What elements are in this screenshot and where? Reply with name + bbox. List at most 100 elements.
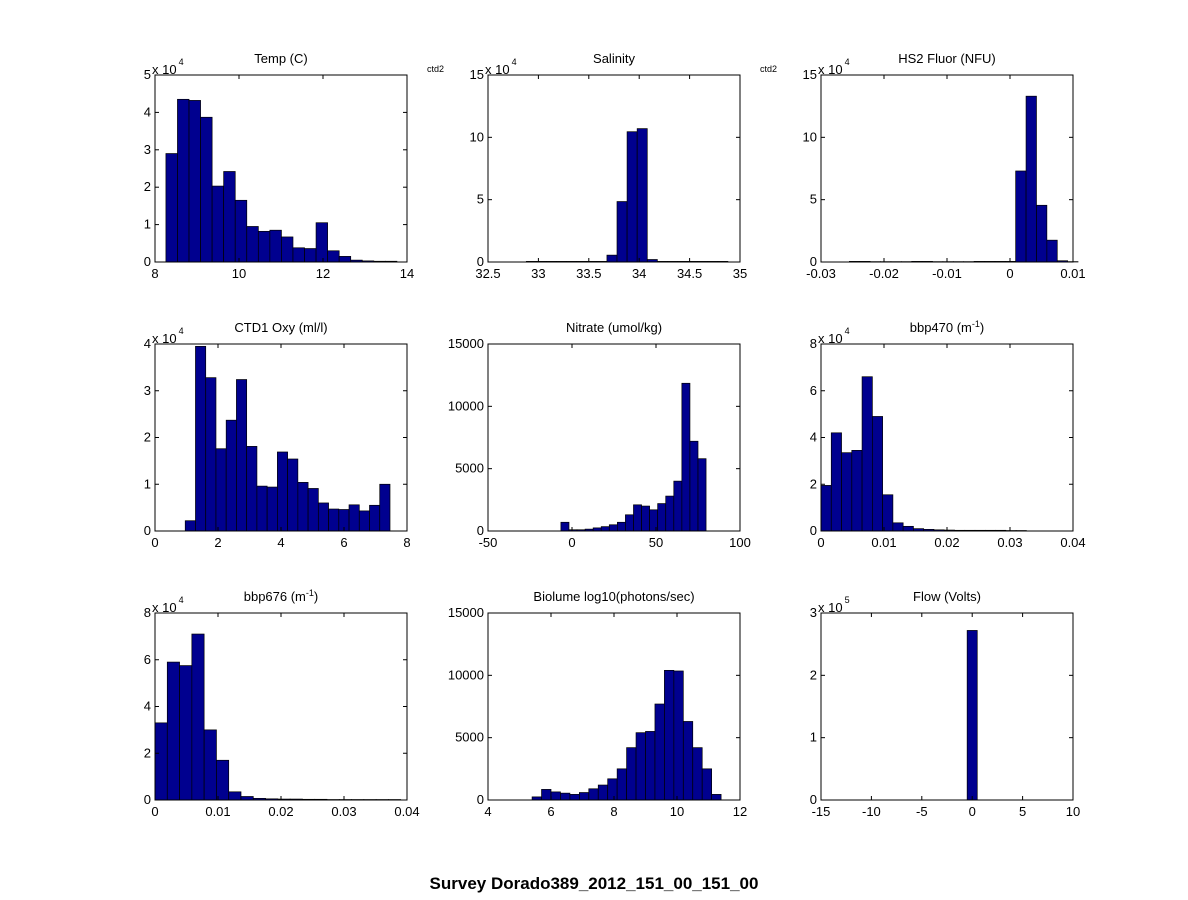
y-exponent-base: x 10 — [818, 331, 843, 346]
histogram-bar — [606, 254, 618, 263]
x-tick-label: -15 — [812, 804, 831, 819]
x-tick-label: 8 — [403, 535, 410, 550]
y-tick-label: 8 — [810, 336, 817, 351]
y-exponent-base: x 10 — [818, 62, 843, 77]
histogram-bar — [379, 483, 391, 532]
histogram-bar — [578, 792, 590, 801]
subplot-title: HS2 Fluor (NFU) — [898, 51, 996, 66]
x-tick-label: 12 — [733, 804, 747, 819]
y-exponent-power: 4 — [845, 57, 850, 67]
histogram-bar — [269, 229, 282, 263]
histogram-bar — [292, 247, 305, 263]
histogram-bar — [205, 377, 217, 532]
x-tick-label: 0.01 — [1060, 266, 1085, 281]
y-exponent-label: x 10 4 — [485, 57, 517, 77]
y-tick-label: 0 — [144, 254, 151, 269]
histogram-bar — [588, 788, 599, 801]
y-tick-label: 10 — [803, 129, 817, 144]
y-exponent-label: x 10 5 — [818, 595, 850, 615]
histogram-bar — [234, 199, 248, 263]
y-exponent-label: x 10 4 — [152, 595, 184, 615]
histogram-bar — [348, 504, 360, 532]
y-tick-label: 15000 — [448, 336, 484, 351]
y-tick-label: 0 — [810, 523, 817, 538]
subplot-title-text: Flow (Volts) — [913, 589, 981, 604]
histogram-bar — [851, 450, 863, 532]
x-tick-label: 4 — [277, 535, 284, 550]
axes-box — [487, 343, 741, 532]
x-tick-label: 0.03 — [331, 804, 356, 819]
y-exponent-base: x 10 — [152, 600, 177, 615]
histogram-bar — [236, 379, 248, 532]
x-tick-label: 12 — [316, 266, 330, 281]
subplot-title-text: Temp (C) — [254, 51, 307, 66]
subplot-title-text: bbp470 (m — [910, 320, 972, 335]
x-tick-label: 0.01 — [205, 804, 230, 819]
histogram-bar — [861, 376, 873, 532]
subplot-8: 4 6 8 10 12 0 5000 10000 15000 Biolume log10(phot… — [448, 589, 747, 819]
histogram-bar — [304, 248, 317, 263]
histogram-bar — [966, 630, 978, 801]
subplot-title-end: ) — [980, 320, 984, 335]
histogram-bar — [689, 440, 699, 532]
subplot-title: Biolume log10(photons/sec) — [533, 589, 694, 604]
subplot-title-superscript: -1 — [972, 319, 980, 329]
histogram-bar — [682, 721, 694, 801]
y-tick-label: 2 — [810, 667, 817, 682]
x-tick-label: 50 — [649, 535, 663, 550]
x-tick-label: 0.04 — [1060, 535, 1085, 550]
histogram-bar — [223, 171, 236, 263]
x-tick-label: 0.02 — [934, 535, 959, 550]
subplot-title-text: Biolume log10(photons/sec) — [533, 589, 694, 604]
subplot-title: Salinity — [593, 51, 635, 66]
y-tick-label: 5000 — [455, 730, 484, 745]
x-tick-label: 5 — [1019, 804, 1026, 819]
y-exponent-power: 4 — [845, 326, 850, 336]
subplot-title: bbp676 (m-1) — [244, 588, 319, 604]
y-tick-label: 0 — [810, 792, 817, 807]
histogram-bar — [216, 759, 230, 801]
histogram-bar — [697, 458, 707, 532]
histogram-bar — [569, 794, 580, 801]
y-exponent-label: x 10 4 — [152, 57, 184, 77]
histogram-bar — [830, 432, 842, 532]
y-tick-label: 8 — [144, 605, 151, 620]
histogram-bar — [701, 768, 713, 801]
histogram-bar — [600, 526, 610, 532]
histogram-bar — [665, 495, 675, 532]
axes-box — [154, 74, 408, 263]
histogram-bar — [177, 98, 190, 263]
y-tick-label: 3 — [144, 383, 151, 398]
x-tick-label: -50 — [479, 535, 498, 550]
histogram-bar — [266, 486, 278, 532]
histogram-bar — [626, 131, 638, 263]
histogram-bar — [203, 729, 217, 801]
histogram-bar — [287, 458, 299, 532]
y-tick-label: 2 — [144, 179, 151, 194]
histogram-bar — [328, 508, 340, 532]
y-tick-label: 10 — [470, 129, 484, 144]
corner-label: ctd2 — [427, 64, 444, 74]
subplot-title-text: Salinity — [593, 51, 635, 66]
histogram-bar — [307, 488, 319, 532]
histogram-bar — [681, 382, 691, 532]
histogram-bar — [297, 482, 309, 532]
histogram-bar — [626, 747, 637, 801]
y-tick-label: 1 — [810, 730, 817, 745]
subplot-title: Flow (Volts) — [913, 589, 981, 604]
histogram-bar — [641, 505, 650, 532]
histogram-bar — [597, 784, 609, 801]
x-tick-label: 2 — [214, 535, 221, 550]
histogram-bar — [882, 494, 894, 532]
y-tick-label: 6 — [810, 383, 817, 398]
histogram-bar — [225, 419, 237, 532]
histogram-bar — [281, 236, 294, 263]
y-tick-label: 6 — [144, 652, 151, 667]
subplot-title: CTD1 Oxy (ml/l) — [234, 320, 327, 335]
subplot-title-text: HS2 Fluor (NFU) — [898, 51, 996, 66]
x-tick-label: 32.5 — [475, 266, 500, 281]
histogram-bar — [154, 722, 168, 801]
